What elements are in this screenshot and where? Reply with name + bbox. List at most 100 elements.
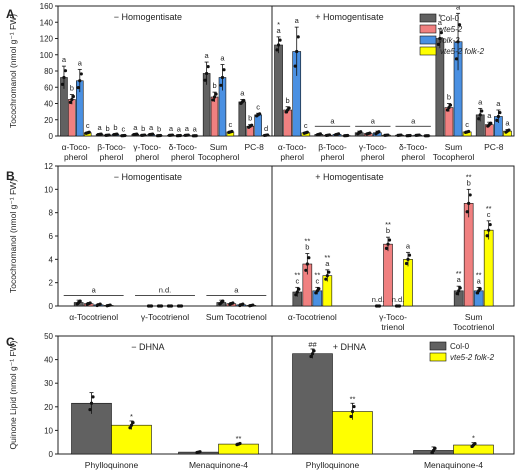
category-label: β-Toco- <box>97 142 126 152</box>
data-point <box>507 128 511 132</box>
data-point <box>327 133 332 137</box>
data-point <box>135 132 139 136</box>
data-point <box>310 352 315 356</box>
data-point <box>115 132 119 136</box>
data-point <box>178 133 182 138</box>
significance-letter: c <box>304 121 308 130</box>
data-point <box>454 57 459 61</box>
data-point <box>219 83 223 87</box>
data-point <box>296 35 300 39</box>
data-point <box>151 132 155 136</box>
data-point <box>377 130 381 134</box>
significance-letter: a <box>234 286 239 295</box>
data-point <box>488 222 492 227</box>
data-point <box>62 75 66 80</box>
significance-letter: c <box>295 276 299 285</box>
significance-letter: a <box>98 123 103 132</box>
data-point <box>68 100 72 104</box>
data-point <box>318 132 322 136</box>
significance-letter: a <box>456 2 461 11</box>
condition-label: + DHNA <box>333 342 366 352</box>
data-point <box>158 133 163 138</box>
significance-letter: b <box>305 243 309 252</box>
data-point <box>128 426 132 430</box>
significance-letter: b <box>157 124 161 133</box>
data-point <box>456 40 460 44</box>
panel-label: A <box>6 7 15 21</box>
data-point <box>317 287 321 291</box>
significance-letter: a <box>325 259 330 268</box>
data-point <box>426 134 430 138</box>
significance-letter: a <box>220 54 225 63</box>
data-point <box>198 450 202 454</box>
category-label: PC-8 <box>244 142 264 152</box>
significance-letter: a <box>330 116 335 125</box>
data-point <box>220 75 225 80</box>
significance-letter: a <box>295 16 300 25</box>
data-point <box>386 242 390 246</box>
y-tick-label: 160 <box>40 2 54 11</box>
data-point <box>406 257 410 261</box>
data-point <box>327 270 331 274</box>
category-label: pherol <box>135 152 159 162</box>
data-point <box>169 304 174 308</box>
significance-star: ## <box>308 340 317 349</box>
data-point <box>214 92 218 96</box>
y-tick-label: 30 <box>44 379 53 388</box>
panel-label: C <box>6 335 15 349</box>
significance-letter: c <box>256 102 260 111</box>
significance-star: * <box>472 434 475 443</box>
significance-letter: c <box>487 210 491 219</box>
data-point <box>384 246 389 250</box>
data-point <box>88 408 92 412</box>
significance-star: ** <box>476 270 482 279</box>
data-point <box>312 349 316 353</box>
bar <box>483 229 494 307</box>
legend-label: vte5-2 <box>440 25 463 34</box>
condition-label: + Homogentisate <box>315 12 383 22</box>
significance-letter: n.d. <box>159 286 172 295</box>
category-label: α-Toco- <box>278 142 307 152</box>
data-point <box>352 404 356 409</box>
bar <box>238 101 247 137</box>
category-label: Sum <box>465 312 482 322</box>
data-point <box>489 121 493 125</box>
category-label: γ-Toco- <box>359 142 387 152</box>
significance-letter: a <box>477 276 482 285</box>
y-tick-label: 40 <box>44 100 53 109</box>
significance-star: ** <box>304 237 310 246</box>
data-point <box>465 210 469 214</box>
data-point <box>324 277 328 281</box>
data-point <box>70 97 74 102</box>
data-point <box>447 105 451 110</box>
bar <box>274 44 283 137</box>
data-point <box>203 78 207 82</box>
data-point <box>123 133 127 138</box>
y-tick-label: 140 <box>40 18 54 27</box>
significance-letter: a <box>169 124 174 133</box>
y-axis-label: Tocochromanol (nmol g⁻¹ FW) <box>8 179 18 293</box>
category-label: Sum Tocotrienol <box>206 312 267 322</box>
category-label: Sum <box>210 142 227 152</box>
data-point <box>305 130 309 134</box>
data-point <box>251 303 255 307</box>
plot-frame <box>57 335 515 455</box>
legend-swatch <box>429 352 447 362</box>
data-point <box>436 42 440 46</box>
significance-letter: b <box>447 93 451 102</box>
category-label: γ-Tocotrienol <box>141 312 189 322</box>
data-point <box>377 304 382 308</box>
y-tick-label: 100 <box>40 51 54 60</box>
significance-star: ** <box>466 172 472 181</box>
data-point <box>205 71 209 76</box>
significance-star: * <box>438 12 441 21</box>
y-tick-label: 6 <box>49 232 54 241</box>
category-label: δ-Toco- <box>169 142 198 152</box>
significance-star: ** <box>294 270 300 279</box>
category-label: Sum <box>445 142 462 152</box>
data-point <box>293 64 297 68</box>
category-label: δ-Toco- <box>399 142 428 152</box>
legend-swatch <box>419 46 437 56</box>
y-tick-label: 2 <box>49 279 54 288</box>
